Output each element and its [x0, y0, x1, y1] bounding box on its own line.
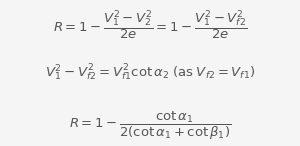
- Text: $R = 1 - \dfrac{V_1^2 - V_2^2}{2e} = 1 - \dfrac{V_1^2 - V_{f2}^2}{2e}$: $R = 1 - \dfrac{V_1^2 - V_2^2}{2e} = 1 -…: [53, 8, 247, 42]
- Text: $V_1^2 - V_{f2}^2 = V_{f1}^2 \cot\alpha_2 \;\mathrm{(as}\; V_{f2} = V_{f1}\mathr: $V_1^2 - V_{f2}^2 = V_{f1}^2 \cot\alpha_…: [45, 63, 255, 83]
- Text: $R = 1 - \dfrac{\cot\alpha_1}{2(\cot\alpha_1 + \cot\beta_1)}$: $R = 1 - \dfrac{\cot\alpha_1}{2(\cot\alp…: [69, 110, 231, 142]
